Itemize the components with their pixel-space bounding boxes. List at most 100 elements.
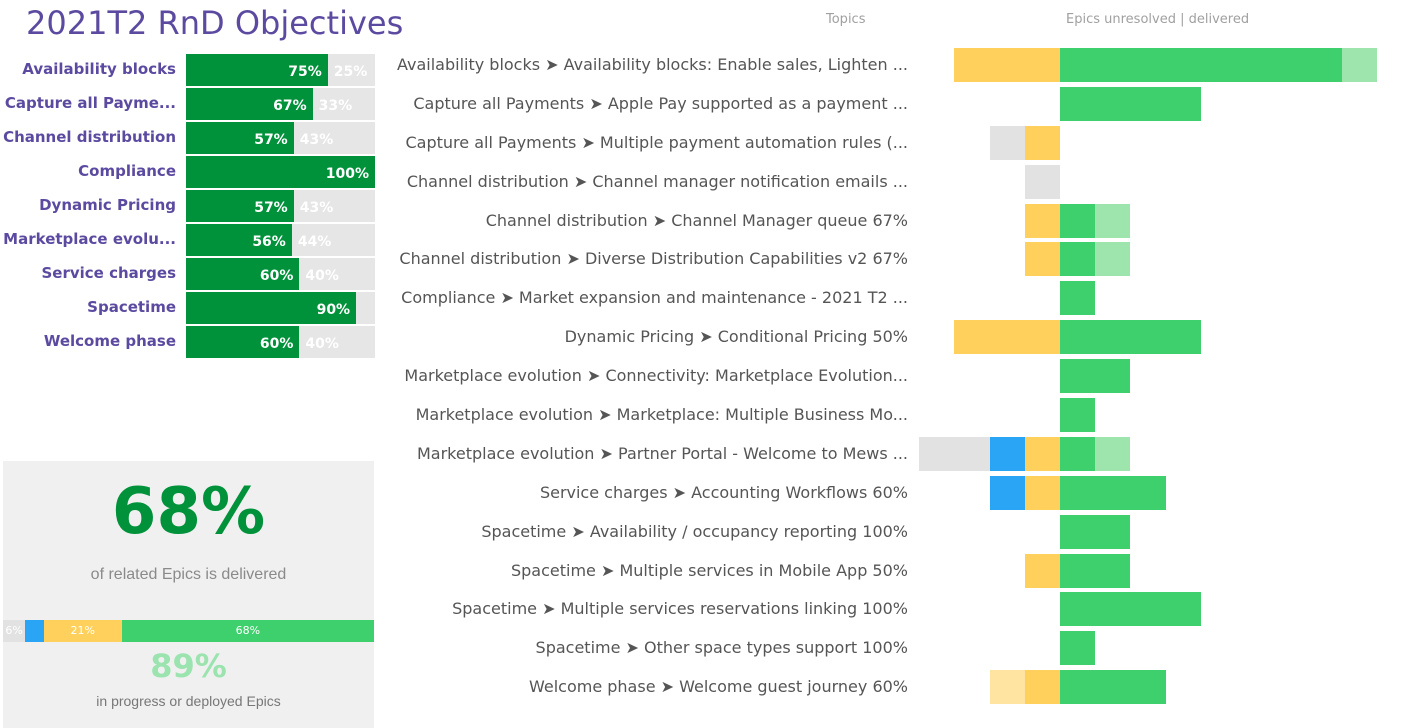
topics-chart: Availability blocks ➤ Availability block… [397,46,1406,707]
unresolved-epic-segment[interactable] [989,670,1025,705]
delivered-epic-segment[interactable] [1060,320,1201,355]
delivered-epic-segment[interactable] [1060,281,1096,316]
objective-progress-fill: 57% [186,122,294,154]
unresolved-epic-segment[interactable] [1024,670,1060,705]
objective-row[interactable]: Marketplace evolu... 56% 44% [0,222,376,256]
objective-percent: 57% [254,200,288,216]
topic-epic-bars [400,46,1406,84]
objective-name: Marketplace evolu... [3,230,176,248]
topic-label: Spacetime ➤ Other space types support 10… [535,638,908,658]
objective-remaining-percent: 43% [299,132,334,148]
objective-row[interactable]: Channel distribution 57% 43% [0,120,376,154]
status-segment-blue[interactable] [25,620,44,642]
objective-percent: 90% [316,302,351,318]
unresolved-epic-segment[interactable] [1024,164,1060,199]
objective-row[interactable]: Service charges 60% 40% [0,256,376,290]
topic-epic-bars [400,474,1406,512]
objectives-list: Availability blocks 75% 25% Capture all Pay… [0,52,376,358]
topic-epic-bars [400,435,1406,473]
unresolved-epic-segment[interactable] [989,475,1025,510]
topic-label: Dynamic Pricing ➤ Conditional Pricing 50… [564,327,908,347]
objective-progress-fill: 90% [186,292,357,324]
objective-row[interactable]: Welcome phase 60% 40% [0,324,376,358]
topic-label: Capture all Payments ➤ Multiple payment … [405,132,908,152]
delivered-epic-segment[interactable] [1060,436,1096,471]
delivered-epic-segment[interactable] [1060,670,1166,705]
objective-row[interactable]: Spacetime 90% [0,290,376,324]
unresolved-epic-segment[interactable] [919,436,990,471]
topic-row[interactable]: Dynamic Pricing ➤ Conditional Pricing 50… [400,318,1406,357]
topic-row[interactable]: Spacetime ➤ Multiple services in Mobile … [400,552,1406,591]
delivered-epic-segment[interactable] [1060,592,1201,627]
topic-label: Spacetime ➤ Availability / occupancy rep… [481,521,908,541]
unresolved-epic-segment[interactable] [1024,242,1060,277]
delivered-epic-segment[interactable] [1060,203,1096,238]
unresolved-epic-segment[interactable] [1024,125,1060,160]
unresolved-epic-segment[interactable] [954,48,1060,82]
objective-progress-fill: 57% [186,190,294,222]
unresolved-epic-segment[interactable] [1024,436,1060,471]
unresolved-epic-segment[interactable] [1024,475,1060,510]
delivered-epic-segment[interactable] [1060,631,1096,666]
topic-row[interactable]: Channel distribution ➤ Channel Manager q… [400,202,1406,241]
delivered-epic-segment[interactable] [1060,359,1131,394]
topic-row[interactable]: Compliance ➤ Market expansion and mainte… [400,279,1406,318]
objective-name: Welcome phase [43,332,176,350]
topic-row[interactable]: Channel distribution ➤ Diverse Distribut… [399,240,1406,279]
objective-progress-track: 67% 33% [186,88,375,120]
topic-row[interactable]: Welcome phase ➤ Welcome guest journey 60… [400,668,1406,707]
topic-row[interactable]: Spacetime ➤ Other space types support 10… [400,629,1406,668]
status-segment-green[interactable]: 68% [121,620,374,642]
objective-progress-fill: 60% [186,326,300,358]
topic-row[interactable]: Marketplace evolution ➤ Connectivity: Ma… [400,357,1406,396]
topic-row[interactable]: Channel distribution ➤ Channel manager n… [400,163,1406,202]
objective-progress-fill: 60% [186,258,300,290]
objective-progress-fill: 100% [186,156,375,188]
topic-row[interactable]: Spacetime ➤ Multiple services reservatio… [400,590,1406,629]
unresolved-epic-segment[interactable] [989,125,1025,160]
objective-percent: 67% [273,98,307,114]
delivered-epic-segment[interactable] [1060,48,1342,82]
topic-row[interactable]: Marketplace evolution ➤ Marketplace: Mul… [400,396,1406,435]
topic-label: Marketplace evolution ➤ Partner Portal -… [416,443,908,463]
objective-progress-track: 57% 43% [186,190,375,222]
topic-row[interactable]: Capture all Payments ➤ Multiple payment … [400,124,1406,163]
topic-label: Compliance ➤ Market expansion and mainte… [401,288,908,308]
topic-epic-bars [400,85,1406,123]
unresolved-epic-segment[interactable] [954,320,1060,355]
delivered-epic-segment[interactable] [1060,86,1201,121]
delivered-epic-segment[interactable] [1060,553,1131,588]
topic-row[interactable]: Marketplace evolution ➤ Partner Portal -… [400,435,1406,474]
topic-row[interactable]: Capture all Payments ➤ Apple Pay support… [400,85,1406,124]
objective-name: Service charges [41,264,176,282]
delivered-caption: of related Epics is delivered [90,566,287,583]
topic-row[interactable]: Availability blocks ➤ Availability block… [397,46,1406,85]
delivered-epic-segment[interactable] [1060,398,1096,433]
topic-row[interactable]: Spacetime ➤ Availability / occupancy rep… [400,513,1406,552]
delivered-epic-segment[interactable] [1060,514,1131,549]
delivered-epic-segment[interactable] [1095,203,1131,238]
objective-row[interactable]: Availability blocks 75% 25% [0,52,376,86]
unresolved-epic-segment[interactable] [1024,203,1060,238]
objective-row[interactable]: Compliance 100% [0,154,376,188]
topic-row[interactable]: Service charges ➤ Accounting Workflows 6… [400,474,1406,513]
delivered-epic-segment[interactable] [1095,436,1131,471]
objective-percent: 56% [252,234,286,250]
objective-progress-track: 60% 40% [186,258,375,290]
status-segment-gray[interactable]: 6% [3,620,26,642]
topic-label: Marketplace evolution ➤ Connectivity: Ma… [404,366,908,386]
delivered-epic-segment[interactable] [1060,475,1166,510]
objective-progress-fill: 75% [186,54,328,86]
delivered-epic-segment[interactable] [1060,242,1096,277]
delivered-epic-segment[interactable] [1095,242,1131,277]
unresolved-epic-segment[interactable] [1024,553,1060,588]
objective-row[interactable]: Capture all Payme... 67% 33% [0,86,376,120]
objective-remaining-percent: 44% [297,234,332,250]
unresolved-epic-segment[interactable] [989,436,1025,471]
delivered-epic-segment[interactable] [1341,48,1377,82]
status-segment-yellow[interactable]: 21% [43,620,122,642]
topic-label: Service charges ➤ Accounting Workflows 6… [539,482,908,502]
epic-status-bar[interactable]: 6% 21% 68% [3,620,374,642]
topic-epic-bars [400,124,1406,162]
objective-row[interactable]: Dynamic Pricing 57% 43% [0,188,376,222]
